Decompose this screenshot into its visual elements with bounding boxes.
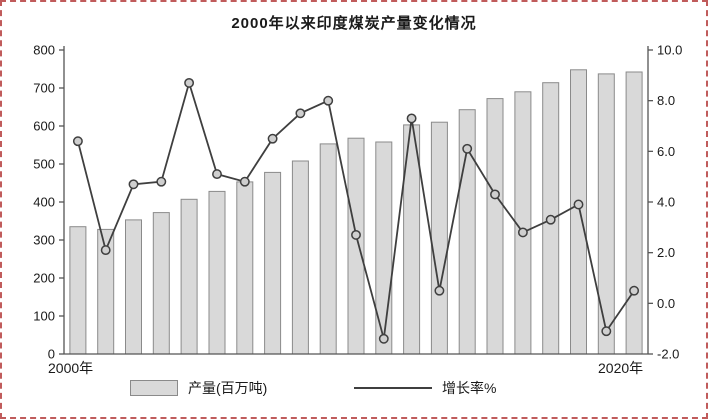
svg-text:2.0: 2.0 xyxy=(657,245,675,260)
svg-text:800: 800 xyxy=(33,43,55,58)
svg-text:8.0: 8.0 xyxy=(657,93,675,108)
svg-text:-2.0: -2.0 xyxy=(657,347,679,362)
legend-item-growth: 增长率% xyxy=(354,378,496,398)
svg-text:0.0: 0.0 xyxy=(657,296,675,311)
svg-text:700: 700 xyxy=(33,81,55,96)
svg-text:500: 500 xyxy=(33,157,55,172)
x-axis-label-start: 2000年 xyxy=(48,360,94,376)
svg-text:100: 100 xyxy=(33,309,55,324)
line-legend-swatch xyxy=(354,387,432,389)
svg-text:10.0: 10.0 xyxy=(657,43,682,58)
svg-text:400: 400 xyxy=(33,195,55,210)
svg-text:4.0: 4.0 xyxy=(657,195,675,210)
svg-text:0: 0 xyxy=(48,347,55,362)
x-axis-label-end: 2020年 xyxy=(598,360,644,376)
line-legend-label: 增长率% xyxy=(442,380,497,396)
svg-text:300: 300 xyxy=(33,233,55,248)
chart-legend: 产量(百万吨) 增长率% xyxy=(2,378,706,404)
bar-legend-label: 产量(百万吨) xyxy=(188,380,268,396)
legend-item-production: 产量(百万吨) xyxy=(130,378,267,398)
svg-text:6.0: 6.0 xyxy=(657,144,675,159)
chart-title: 2000年以来印度煤炭产量变化情况 xyxy=(231,15,477,32)
bar-legend-swatch xyxy=(130,380,178,396)
svg-text:200: 200 xyxy=(33,271,55,286)
svg-text:600: 600 xyxy=(33,119,55,134)
